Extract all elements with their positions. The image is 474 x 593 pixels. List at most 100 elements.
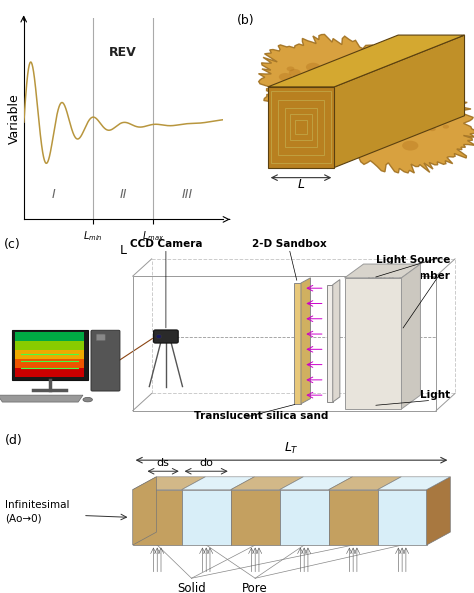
Ellipse shape: [375, 109, 380, 112]
Polygon shape: [231, 477, 303, 490]
Polygon shape: [15, 332, 84, 342]
Ellipse shape: [392, 117, 398, 120]
Polygon shape: [133, 477, 156, 545]
Ellipse shape: [299, 82, 312, 90]
Ellipse shape: [83, 397, 92, 402]
Polygon shape: [280, 477, 352, 490]
Ellipse shape: [390, 68, 404, 76]
Ellipse shape: [315, 141, 324, 146]
Polygon shape: [327, 285, 333, 402]
Polygon shape: [345, 264, 420, 278]
Ellipse shape: [368, 60, 375, 65]
Ellipse shape: [306, 63, 320, 71]
Polygon shape: [345, 278, 401, 409]
Polygon shape: [133, 490, 182, 545]
Ellipse shape: [312, 67, 323, 74]
Polygon shape: [15, 342, 84, 350]
Ellipse shape: [298, 113, 314, 123]
Ellipse shape: [329, 141, 341, 148]
Ellipse shape: [298, 141, 310, 148]
FancyBboxPatch shape: [154, 330, 178, 343]
Ellipse shape: [390, 131, 395, 135]
Text: (b): (b): [237, 14, 255, 27]
Ellipse shape: [325, 102, 333, 107]
Ellipse shape: [350, 65, 356, 68]
Ellipse shape: [346, 120, 361, 128]
Text: I: I: [52, 187, 55, 200]
Ellipse shape: [341, 59, 357, 68]
Y-axis label: Variable: Variable: [8, 93, 21, 144]
Ellipse shape: [394, 100, 400, 103]
Ellipse shape: [424, 68, 432, 72]
Text: (c): (c): [4, 238, 20, 251]
Ellipse shape: [388, 66, 393, 69]
Polygon shape: [133, 477, 205, 490]
Text: II: II: [119, 187, 127, 200]
Polygon shape: [328, 477, 401, 490]
Ellipse shape: [446, 60, 460, 68]
X-axis label: L: L: [120, 244, 127, 257]
Text: Infinitesimal
(Ao→0): Infinitesimal (Ao→0): [5, 500, 69, 524]
Polygon shape: [334, 35, 465, 168]
Ellipse shape: [321, 138, 329, 144]
Ellipse shape: [287, 66, 294, 71]
Polygon shape: [301, 278, 310, 404]
Ellipse shape: [428, 72, 432, 75]
Polygon shape: [268, 35, 465, 87]
Polygon shape: [0, 395, 83, 402]
Text: Light Source: Light Source: [376, 256, 450, 266]
Ellipse shape: [307, 76, 312, 80]
Text: (d): (d): [5, 434, 22, 447]
Ellipse shape: [322, 108, 336, 116]
Ellipse shape: [370, 141, 378, 145]
Polygon shape: [280, 490, 328, 545]
Polygon shape: [378, 490, 427, 545]
Text: $L$: $L$: [297, 178, 305, 191]
Text: do: do: [199, 458, 213, 468]
Ellipse shape: [456, 78, 464, 83]
Polygon shape: [268, 87, 334, 168]
Ellipse shape: [372, 109, 379, 114]
Text: Pore: Pore: [242, 582, 268, 593]
Ellipse shape: [362, 78, 369, 82]
Text: (a): (a): [0, 8, 1, 21]
Ellipse shape: [341, 133, 356, 142]
Ellipse shape: [357, 133, 368, 140]
Polygon shape: [15, 359, 84, 368]
Ellipse shape: [408, 112, 420, 119]
Polygon shape: [15, 350, 84, 359]
Text: 2-D Sandbox: 2-D Sandbox: [252, 238, 327, 248]
Text: $L_T$: $L_T$: [284, 441, 299, 457]
Ellipse shape: [342, 120, 354, 126]
Ellipse shape: [392, 68, 403, 74]
Ellipse shape: [414, 62, 430, 71]
Polygon shape: [12, 330, 88, 380]
Ellipse shape: [305, 119, 314, 125]
Ellipse shape: [283, 101, 291, 106]
Polygon shape: [231, 490, 280, 545]
Text: REV: REV: [109, 46, 137, 59]
Ellipse shape: [429, 117, 437, 122]
Text: Light: Light: [420, 390, 450, 400]
Ellipse shape: [388, 132, 394, 136]
Ellipse shape: [311, 118, 322, 125]
Text: ds: ds: [157, 458, 170, 468]
Ellipse shape: [374, 126, 390, 136]
Ellipse shape: [335, 98, 348, 107]
Ellipse shape: [443, 125, 449, 129]
Ellipse shape: [355, 119, 367, 126]
Ellipse shape: [373, 95, 378, 98]
Ellipse shape: [344, 61, 358, 69]
Ellipse shape: [411, 79, 417, 82]
Polygon shape: [258, 34, 474, 173]
Ellipse shape: [379, 78, 390, 84]
Text: Translucent silica sand: Translucent silica sand: [193, 411, 328, 421]
Ellipse shape: [332, 135, 345, 143]
Ellipse shape: [429, 127, 436, 131]
Text: Solid: Solid: [177, 582, 206, 593]
Ellipse shape: [285, 93, 298, 100]
Ellipse shape: [402, 141, 419, 151]
Ellipse shape: [400, 79, 408, 84]
Polygon shape: [182, 477, 255, 490]
Polygon shape: [378, 477, 450, 490]
